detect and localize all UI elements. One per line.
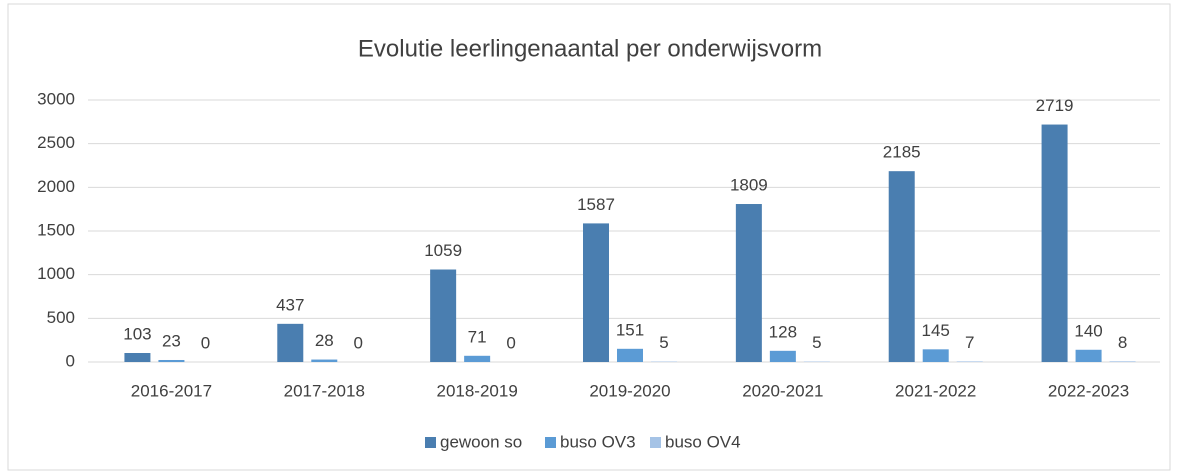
data-label: 1809 <box>730 175 768 194</box>
data-label: 23 <box>162 331 181 350</box>
data-label: 1587 <box>577 195 615 214</box>
x-tick-label: 2017-2018 <box>284 381 365 400</box>
data-label: 437 <box>276 295 304 314</box>
x-tick-label: 2021-2022 <box>895 381 976 400</box>
data-label: 0 <box>506 333 515 352</box>
legend-swatch <box>545 437 556 448</box>
data-label: 103 <box>123 324 151 343</box>
x-tick-label: 2020-2021 <box>742 381 823 400</box>
bar <box>735 204 762 362</box>
data-label: 128 <box>769 322 797 341</box>
data-label: 5 <box>812 333 821 352</box>
y-tick-label: 1500 <box>37 220 75 239</box>
y-tick-label: 500 <box>47 308 75 327</box>
data-label: 5 <box>659 333 668 352</box>
data-label: 2185 <box>883 143 921 162</box>
legend-swatch <box>650 437 661 448</box>
legend-swatch <box>425 437 436 448</box>
y-tick-label: 3000 <box>37 89 75 108</box>
data-label: 145 <box>922 321 950 340</box>
data-label: 1059 <box>424 241 462 260</box>
x-tick-label: 2022-2023 <box>1048 381 1129 400</box>
data-label: 7 <box>965 333 974 352</box>
y-tick-label: 1000 <box>37 264 75 283</box>
bar <box>277 323 304 362</box>
data-label: 0 <box>201 333 210 352</box>
x-tick-label: 2018-2019 <box>436 381 517 400</box>
y-tick-label: 2000 <box>37 177 75 196</box>
bar <box>430 269 457 362</box>
bar <box>956 361 983 362</box>
legend-label: buso OV3 <box>560 432 636 451</box>
data-label: 140 <box>1074 321 1102 340</box>
chart-title: Evolutie leerlingenaantal per onderwijsv… <box>358 35 822 62</box>
bar <box>583 223 609 362</box>
bar <box>888 171 915 362</box>
bar <box>464 355 491 362</box>
legend-label: buso OV4 <box>665 432 741 451</box>
bar <box>311 359 338 362</box>
bar <box>1075 349 1102 362</box>
bar <box>922 349 949 362</box>
x-tick-label: 2019-2020 <box>589 381 670 400</box>
data-label: 0 <box>354 333 363 352</box>
data-label: 28 <box>315 331 334 350</box>
bar <box>617 348 643 362</box>
data-label: 2719 <box>1036 96 1074 115</box>
bar <box>1041 124 1068 362</box>
bar <box>158 359 185 362</box>
x-tick-label: 2016-2017 <box>131 381 212 400</box>
bar <box>124 353 151 362</box>
bar <box>769 350 796 362</box>
bar <box>1109 361 1136 362</box>
data-label: 71 <box>468 327 487 346</box>
data-label: 8 <box>1118 333 1127 352</box>
data-label: 151 <box>616 320 644 339</box>
y-tick-label: 0 <box>66 351 75 370</box>
legend-label: gewoon so <box>440 432 522 451</box>
y-tick-label: 2500 <box>37 133 75 152</box>
